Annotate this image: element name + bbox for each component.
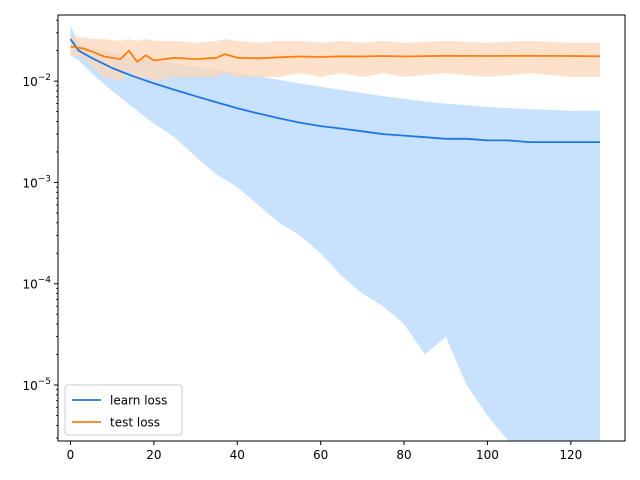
legend-label-test-loss: test loss bbox=[110, 416, 160, 430]
x-tick-label: 0 bbox=[67, 448, 75, 462]
confidence-bands bbox=[70, 26, 600, 441]
y-tick-label: 10−4 bbox=[22, 276, 51, 292]
y-tick-label: 10−2 bbox=[22, 73, 51, 89]
x-tick-label: 20 bbox=[146, 448, 161, 462]
x-axis-ticks: 0 20 40 60 80 100 120 bbox=[67, 441, 582, 462]
legend-label-learn-loss: learn loss bbox=[110, 394, 167, 408]
x-tick-label: 80 bbox=[396, 448, 411, 462]
test-loss-line bbox=[70, 45, 601, 63]
y-tick-label: 10−3 bbox=[22, 174, 51, 190]
x-tick-label: 40 bbox=[230, 448, 245, 462]
x-tick-label: 60 bbox=[313, 448, 328, 462]
x-tick-label: 120 bbox=[559, 448, 582, 462]
learn-loss-line bbox=[69, 38, 600, 144]
y-tick-label: 10−5 bbox=[22, 377, 51, 393]
test-loss-band bbox=[70, 35, 600, 82]
legend: learn loss test loss bbox=[64, 384, 183, 436]
plot-frame bbox=[57, 14, 626, 442]
learn-loss-band bbox=[70, 26, 600, 441]
series-lines bbox=[69, 38, 601, 144]
x-tick-label: 100 bbox=[476, 448, 499, 462]
y-axis-ticks: 10−5 10−4 10−3 10−2 bbox=[22, 19, 58, 439]
